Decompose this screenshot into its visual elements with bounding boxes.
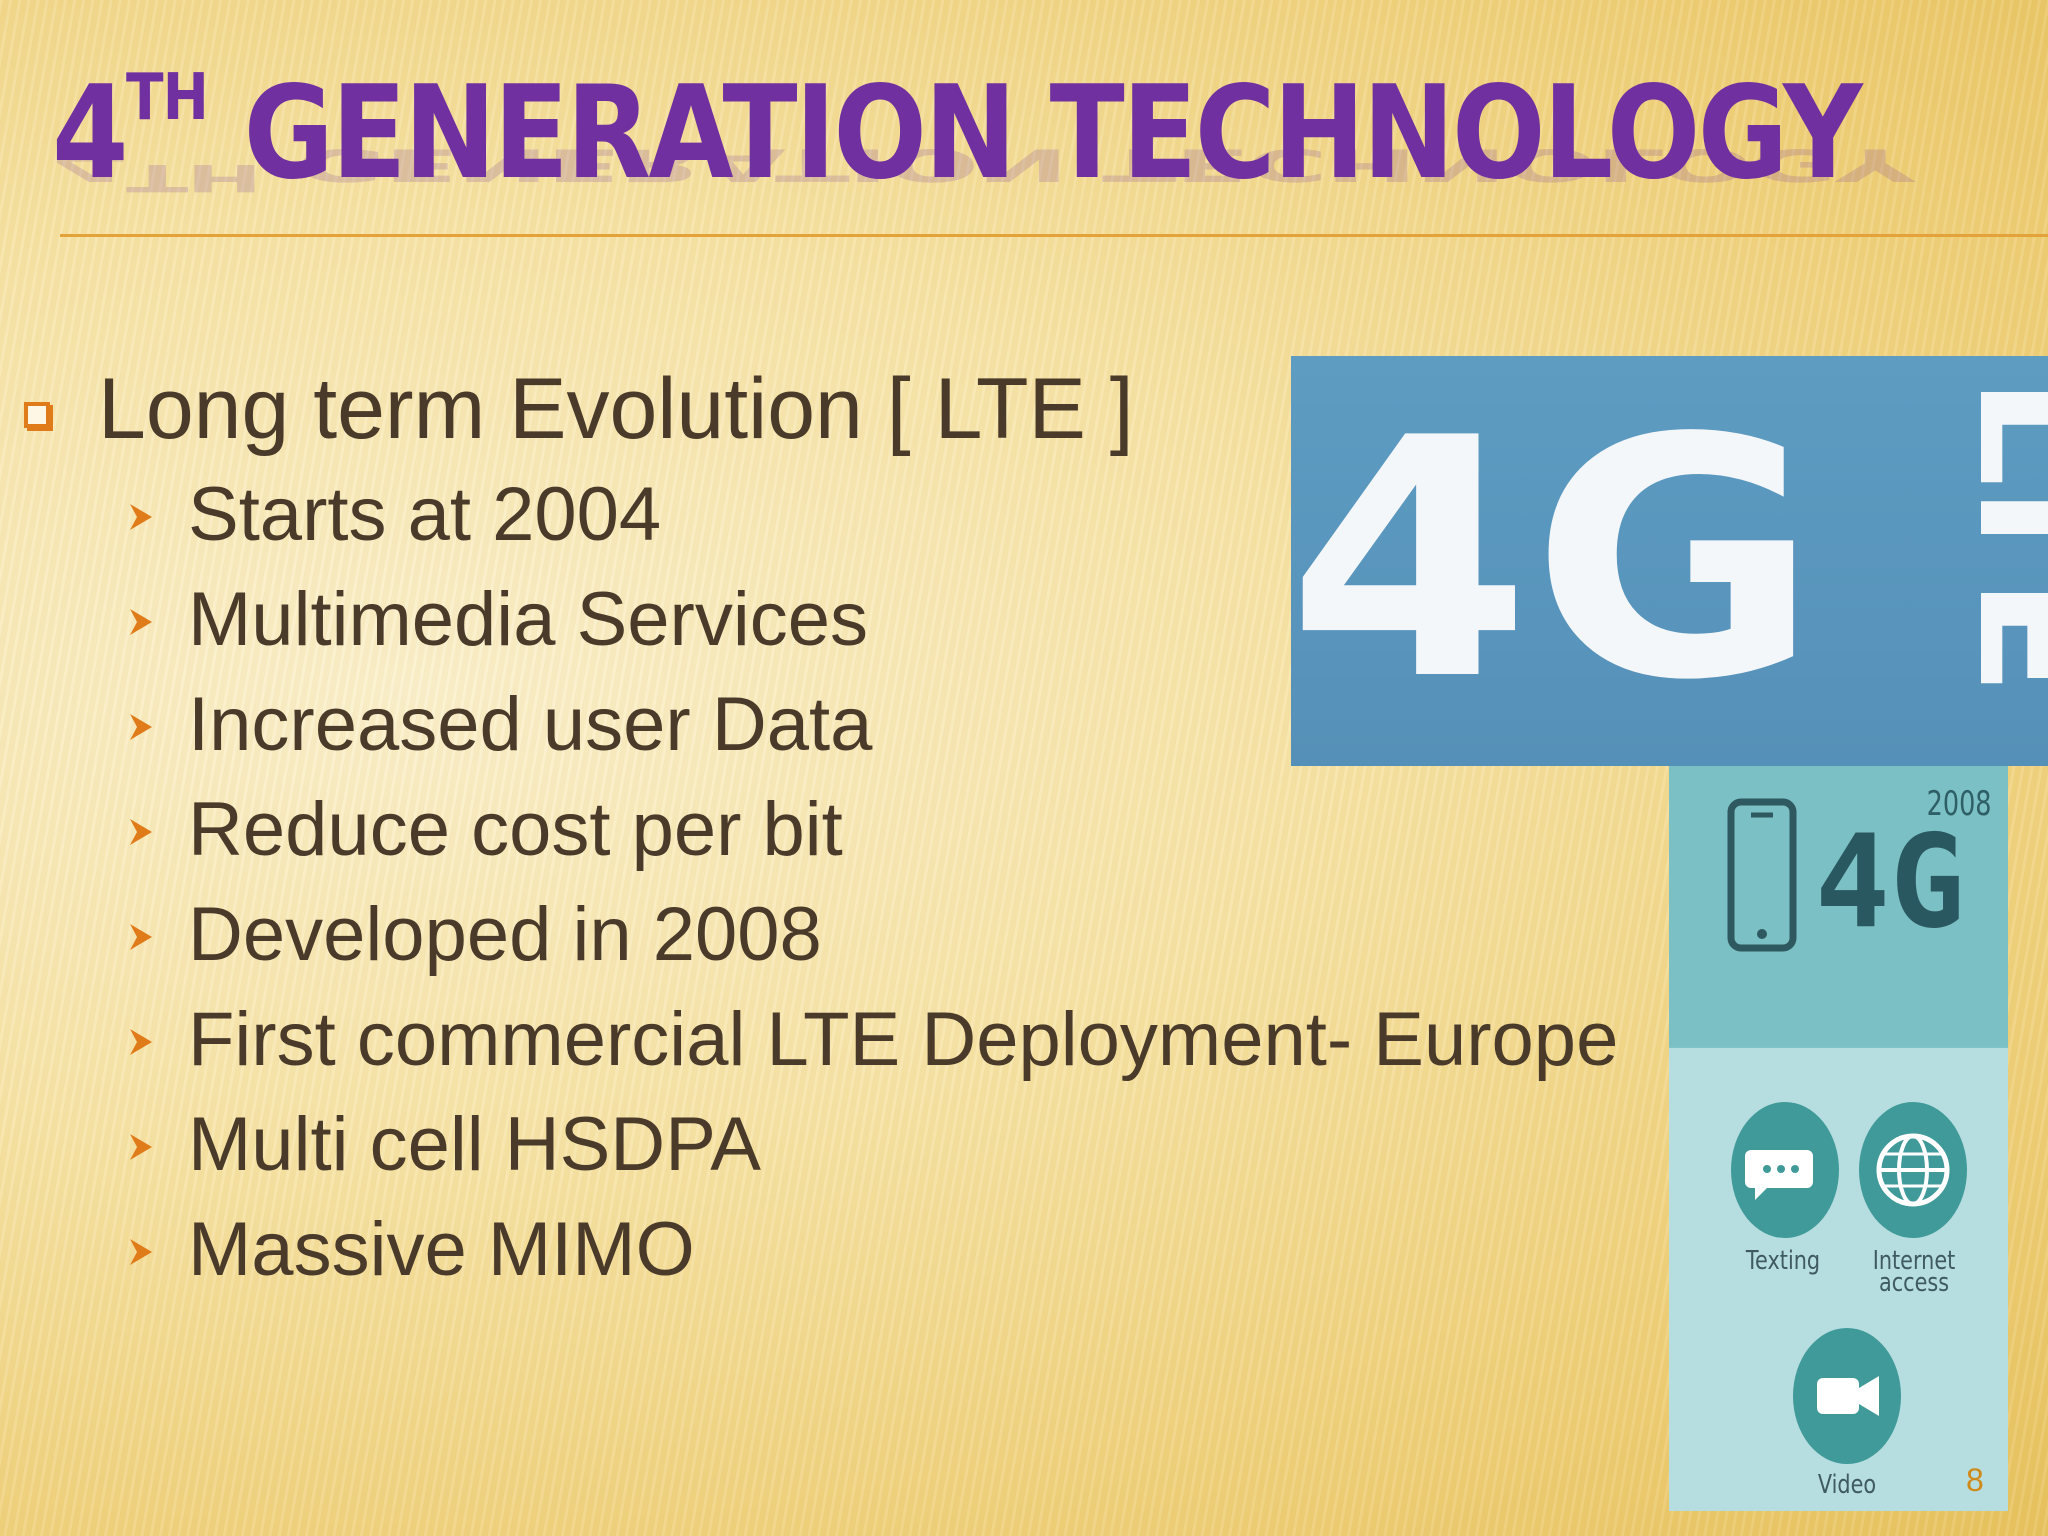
lte-logo-graphic: 4G LTE [1291,368,2048,752]
arrow-bullet-icon [130,504,152,530]
arrow-bullet-icon [130,819,152,845]
video-icon [1793,1328,1901,1464]
texting-label: Texting [1745,1246,1821,1276]
sub-bullet-text: First commercial LTE Deployment- Europe [188,997,1619,1082]
sub-bullet-text: Increased user Data [188,682,873,767]
title-divider [60,234,2048,237]
square-bullet-icon [24,402,50,428]
title-text: GENERATION TECHNOLOGY [207,59,1863,208]
internet-access-label: Internet access [1872,1246,1956,1298]
internet-access-icon [1859,1102,1967,1238]
4g-infographic-image: 2008 4G Texting Internet access [1669,766,2008,1511]
arrow-bullet-icon [130,924,152,950]
lte-logo-image: 4G LTE [1291,356,2048,766]
lte-logo-4g-text: 4G [1291,368,1819,752]
arrow-bullet-icon [130,1029,152,1055]
texting-icon [1731,1102,1839,1238]
infographic-4g-text: 4G [1815,826,1965,936]
infographic-header [1669,766,2008,1046]
sub-bullet-text: Massive MIMO [188,1207,695,1292]
sub-bullet-text: Multi cell HSDPA [188,1102,761,1187]
lte-logo-lte-text: LTE [1945,376,2048,696]
arrow-bullet-icon [130,1134,152,1160]
arrow-bullet-icon [130,1239,152,1265]
title-number: 4 [52,59,129,208]
page-number: 8 [1966,1462,1984,1498]
sub-bullet-text: Starts at 2004 [188,472,662,557]
arrow-bullet-icon [130,714,152,740]
title-superscript: TH [126,61,209,135]
arrow-bullet-icon [130,609,152,635]
video-label: Video [1817,1470,1877,1500]
infographic-year: 2008 [1927,784,1992,824]
main-bullet-text: Long term Evolution [ LTE ] [98,361,1134,457]
slide-title: 4TH GENERATION TECHNOLOGY [52,66,1863,198]
sub-bullet-text: Reduce cost per bit [188,787,843,872]
svg-text:4G: 4G [1815,826,1965,936]
sub-bullet-text: Multimedia Services [188,577,868,662]
sub-bullet-text: Developed in 2008 [188,892,822,977]
phone-icon [1727,798,1797,952]
